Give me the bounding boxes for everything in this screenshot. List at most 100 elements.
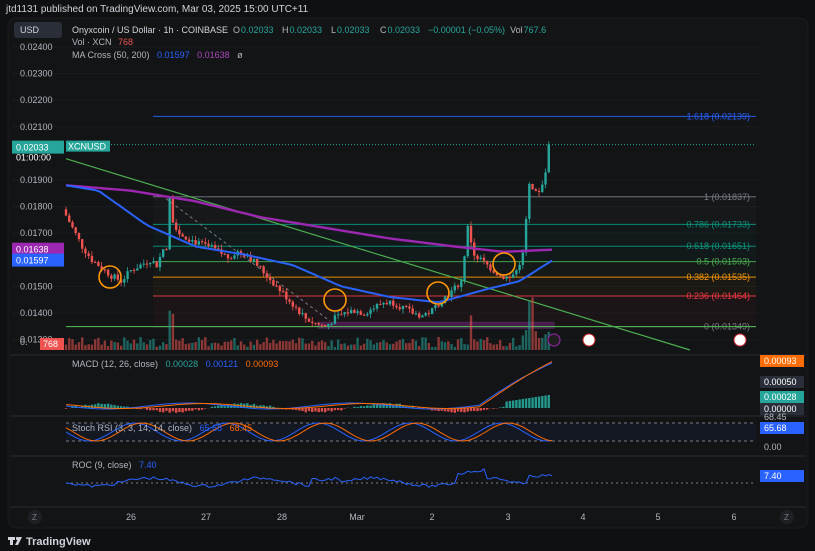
candle-body xyxy=(469,225,473,243)
macd-histogram-bar xyxy=(145,408,149,410)
volume-bar xyxy=(511,337,515,350)
countdown-label: 01:00:00 xyxy=(16,153,51,163)
macd-histogram-bar xyxy=(473,408,476,411)
macd-histogram-bar xyxy=(508,401,512,408)
volume-bar xyxy=(518,345,521,350)
candle-body xyxy=(518,264,521,271)
time-axis[interactable]: 26 27 28 Mar 2 3 4 5 6 xyxy=(126,512,737,522)
volume-bar xyxy=(129,343,132,350)
volume-bar xyxy=(174,339,178,350)
volume-bar xyxy=(362,343,366,350)
candle-body xyxy=(388,300,392,305)
svg-text:Vol · XCN 768: Vol · XCN 768 xyxy=(72,37,133,47)
macd-histogram-bar xyxy=(405,406,408,408)
candle-body xyxy=(482,257,486,261)
volume-bar xyxy=(359,345,363,350)
volume-bar xyxy=(411,339,414,350)
candle-body xyxy=(272,280,275,286)
candle-body xyxy=(132,270,136,272)
macd-histogram-bar xyxy=(359,406,363,408)
volume-bar xyxy=(443,342,447,350)
candle-body xyxy=(129,270,132,272)
macd-histogram-bar xyxy=(213,406,217,408)
candle-body xyxy=(100,266,103,270)
volume-bar xyxy=(123,337,126,350)
volume-bar xyxy=(74,344,77,350)
volume-bar xyxy=(113,342,116,350)
volume-bar xyxy=(482,340,486,350)
candle-body xyxy=(311,321,314,323)
candle-body xyxy=(486,260,489,265)
volume-bar xyxy=(498,340,502,350)
candle-body xyxy=(259,265,262,267)
macd-histogram-bar xyxy=(174,408,178,413)
volume-bar xyxy=(385,342,388,350)
macd-histogram-bar xyxy=(116,405,120,408)
publish-line: jtd1131 published on TradingView.com, Ma… xyxy=(5,4,309,15)
fib-band xyxy=(153,261,756,278)
zoom-left-button[interactable] xyxy=(28,510,42,524)
volume-bar xyxy=(243,344,246,350)
macd-axis-tag-bg xyxy=(760,391,804,403)
price-tick-label: 0.02200 xyxy=(20,95,53,105)
price-tick-label: 0.01500 xyxy=(20,281,53,291)
macd-histogram-bar xyxy=(184,408,188,412)
candle-body xyxy=(294,306,298,308)
macd-histogram-bar xyxy=(139,408,142,410)
candle-body xyxy=(375,304,379,309)
macd-axis-tag-bg xyxy=(760,376,804,388)
time-tick-label: 27 xyxy=(201,512,211,522)
macd-histogram-bar xyxy=(320,408,324,412)
macd-histogram-bar xyxy=(149,408,152,411)
candle-body xyxy=(405,305,408,307)
candle-body xyxy=(453,285,456,291)
candle-body xyxy=(366,313,369,316)
roc-tag-bg xyxy=(760,470,804,482)
candle-body xyxy=(398,307,401,310)
price-tick-label: 0.01800 xyxy=(20,202,53,212)
volume-bar xyxy=(524,329,528,350)
volume-bar xyxy=(460,338,463,350)
macd-histogram-bar xyxy=(482,408,486,410)
volume-bar xyxy=(278,340,282,350)
volume-bar xyxy=(162,342,165,350)
volume-bar xyxy=(343,343,346,350)
macd-histogram-bar xyxy=(93,404,97,408)
macd-histogram-bar xyxy=(356,407,359,408)
volume-bar xyxy=(301,338,304,350)
macd-histogram-bar xyxy=(236,403,239,408)
zoom-right-label: Z xyxy=(784,513,789,522)
macd-histogram-bar xyxy=(210,406,213,408)
candle-body xyxy=(411,308,414,314)
currency-button[interactable] xyxy=(14,22,62,38)
candle-body xyxy=(421,315,424,318)
candle-body xyxy=(440,302,444,307)
volume-bar xyxy=(68,338,71,350)
candle-body xyxy=(327,323,330,327)
macd-histogram-bar xyxy=(187,408,191,411)
zoom-right-button[interactable] xyxy=(780,510,794,524)
macd-axis-tag: 0.00093 xyxy=(764,356,797,366)
fib-band xyxy=(153,196,756,225)
volume-bar xyxy=(116,342,120,350)
macd-histogram-bar xyxy=(528,398,531,408)
volume-bar xyxy=(71,339,74,350)
highlight-circle xyxy=(492,252,516,276)
volume-bar xyxy=(486,337,489,350)
volume-bar xyxy=(291,339,294,350)
macd-histogram-bar xyxy=(456,408,460,412)
fib-retracement: 1.618 (0.02139) 1 (0.01837) 0.786 (0.01733… xyxy=(66,111,756,332)
candle-body xyxy=(162,249,165,257)
candle-body xyxy=(255,258,259,266)
candle-body xyxy=(288,299,291,302)
volume-bar xyxy=(298,337,301,350)
macd-histogram-bar xyxy=(64,408,68,409)
candle-body xyxy=(498,275,502,277)
volume-bar xyxy=(473,339,476,350)
macd-histogram-bar xyxy=(330,408,333,412)
volume-bar xyxy=(152,338,155,350)
candle-body xyxy=(64,209,68,216)
macd-histogram-bar xyxy=(537,396,541,408)
